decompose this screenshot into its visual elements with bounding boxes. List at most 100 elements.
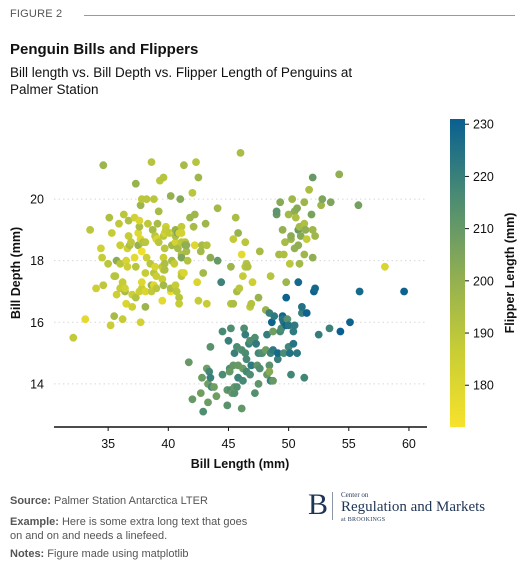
data-point <box>234 229 243 237</box>
data-point <box>176 195 185 204</box>
data-point <box>300 219 309 228</box>
data-point <box>123 262 132 271</box>
data-point <box>141 269 150 277</box>
data-point <box>302 309 311 317</box>
data-point <box>131 262 140 271</box>
data-point <box>193 278 202 287</box>
data-point <box>141 303 150 311</box>
data-point <box>106 321 115 330</box>
y-tick-label: 14 <box>30 377 44 391</box>
data-point <box>116 259 125 268</box>
data-point <box>189 222 198 231</box>
data-point <box>131 179 140 188</box>
data-point <box>283 315 292 324</box>
colorbar-tick-label: 210 <box>473 222 494 236</box>
data-point <box>242 355 251 364</box>
data-point <box>308 173 317 182</box>
data-point <box>278 226 287 234</box>
data-point <box>206 343 215 351</box>
data-point <box>237 250 246 259</box>
data-point <box>97 244 105 253</box>
data-point <box>281 238 289 247</box>
data-point <box>308 253 317 262</box>
data-point <box>142 195 151 204</box>
data-point <box>287 232 295 240</box>
data-point <box>110 312 119 320</box>
colorbar-tick-label: 190 <box>473 327 494 341</box>
data-point <box>314 330 323 339</box>
data-point <box>122 256 131 265</box>
data-point <box>302 235 311 244</box>
data-point <box>159 281 168 290</box>
data-point <box>147 158 156 167</box>
data-point <box>294 241 303 250</box>
data-point <box>160 244 169 253</box>
data-point <box>295 259 304 268</box>
data-point <box>269 376 277 385</box>
data-point <box>227 324 235 333</box>
data-point <box>199 407 208 416</box>
colorbar-label: Flipper Length (mm) <box>503 213 517 334</box>
data-point <box>142 253 151 262</box>
data-point <box>307 210 316 219</box>
data-point <box>180 161 188 170</box>
data-point <box>177 222 186 231</box>
data-point <box>293 204 301 213</box>
data-point <box>134 229 143 237</box>
data-point <box>225 367 234 376</box>
data-point <box>194 173 203 182</box>
data-point <box>210 383 218 391</box>
data-point <box>137 247 146 256</box>
data-point <box>128 303 137 311</box>
data-point <box>289 327 298 336</box>
data-point <box>265 361 274 370</box>
data-point <box>237 404 246 413</box>
source-text: Palmer Station Antarctica LTER <box>54 495 208 507</box>
data-point <box>171 281 180 290</box>
data-point <box>230 389 239 397</box>
colorbar <box>450 119 465 427</box>
figure-label: FIGURE 2 <box>10 8 63 20</box>
x-axis-ticks: 35 40 45 50 55 60 <box>101 427 416 451</box>
data-point <box>154 238 163 247</box>
x-tick-label: 35 <box>101 437 115 451</box>
data-point <box>230 349 239 357</box>
data-point <box>400 287 408 296</box>
data-point <box>154 207 163 216</box>
data-point <box>107 229 116 237</box>
footer-source: Source: Palmer Station Antarctica LTER <box>10 494 208 508</box>
data-point <box>141 287 150 296</box>
data-point <box>190 241 199 250</box>
data-point <box>213 204 222 213</box>
data-point <box>177 229 186 237</box>
x-tick-label: 50 <box>282 437 296 451</box>
data-point <box>152 272 161 280</box>
data-point <box>182 241 191 250</box>
data-point <box>336 327 345 336</box>
data-point <box>124 216 133 225</box>
data-point <box>279 349 288 357</box>
data-point <box>318 195 327 204</box>
data-point <box>98 253 106 262</box>
data-point <box>267 318 276 327</box>
data-point <box>284 210 293 219</box>
data-point <box>141 238 150 247</box>
data-point <box>273 355 282 364</box>
data-point <box>300 373 309 382</box>
data-point <box>247 361 256 370</box>
data-point <box>255 247 264 256</box>
data-point <box>166 192 175 200</box>
data-point <box>118 315 127 324</box>
data-point <box>236 149 245 157</box>
x-tick-label: 40 <box>161 437 175 451</box>
data-point <box>229 235 238 244</box>
data-point <box>159 253 168 262</box>
data-point <box>326 198 335 207</box>
data-point <box>246 370 255 379</box>
data-point <box>180 269 188 277</box>
data-point <box>308 226 317 234</box>
data-point <box>305 185 313 194</box>
data-point <box>335 170 344 179</box>
data-point <box>223 401 232 410</box>
data-point <box>294 278 303 287</box>
